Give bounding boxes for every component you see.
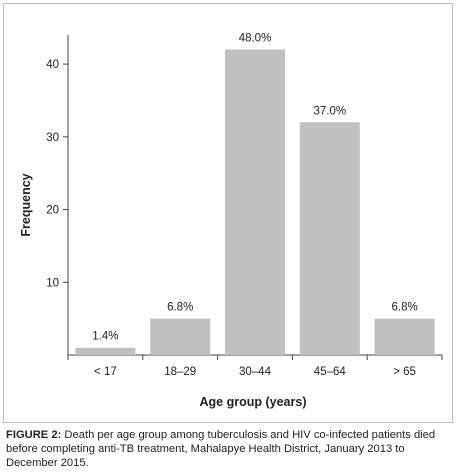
y-axis-label: Frequency — [19, 173, 33, 236]
data-label: 6.8% — [167, 302, 193, 314]
bar — [374, 318, 435, 355]
bar — [225, 49, 285, 355]
y-tick-label: 40 — [46, 59, 59, 71]
figure-caption-text: Death per age group among tuberculosis a… — [6, 429, 436, 469]
y-tick-label: 10 — [46, 277, 59, 289]
figure-caption-label: FIGURE 2: — [6, 429, 62, 441]
bar — [299, 122, 360, 355]
x-tick-label: 18–29 — [164, 366, 196, 378]
y-tick-label: 30 — [46, 132, 59, 144]
data-label: 6.8% — [391, 302, 417, 314]
x-tick-label: > 65 — [393, 366, 416, 378]
bar — [75, 347, 136, 355]
x-axis-label: Age group (years) — [200, 395, 307, 409]
bars — [75, 49, 435, 355]
data-label: 1.4% — [92, 331, 118, 343]
data-label: 37.0% — [313, 105, 346, 117]
x-tick-label: < 17 — [94, 366, 117, 378]
y-tick-label: 20 — [46, 205, 59, 217]
labels: < 17 1.4% 18–29 6.8% 30–44 48.0% 45–64 37.0% > 6… — [92, 33, 417, 378]
x-tick-label: 45–64 — [314, 366, 347, 378]
bar-chart: 10 20 30 40 < 17 1.4% 18–29 6.8% 30–44 48.0% 45–6… — [19, 33, 443, 409]
figure-caption: FIGURE 2: Death per age group among tube… — [6, 428, 452, 470]
x-tick-label: 30–44 — [239, 366, 272, 378]
bar — [150, 318, 211, 355]
figure-frame — [3, 3, 453, 423]
data-label: 48.0% — [239, 33, 272, 45]
